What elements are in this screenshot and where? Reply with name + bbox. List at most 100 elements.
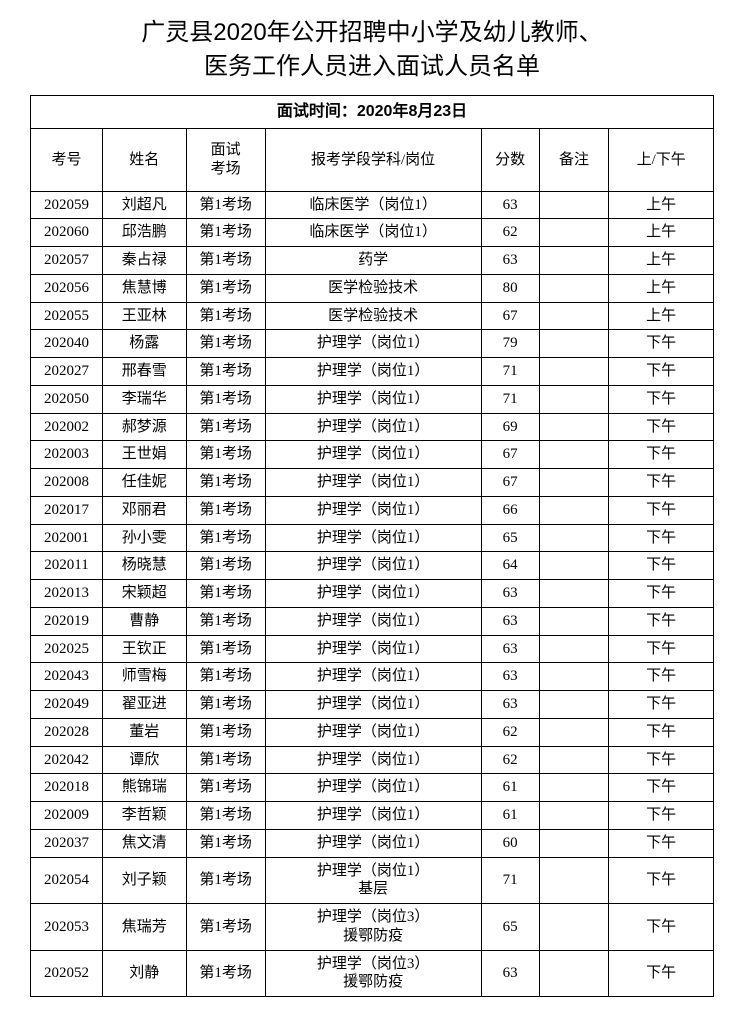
cell-room: 第1考场 (186, 413, 265, 441)
cell-name: 李哲颖 (103, 802, 187, 830)
cell-position: 护理学（岗位1） (265, 635, 481, 663)
cell-position: 护理学（岗位1） (265, 691, 481, 719)
cell-ampm: 下午 (609, 385, 714, 413)
table-row: 202002郝梦源第1考场护理学（岗位1）69下午 (31, 413, 714, 441)
cell-ampm: 下午 (609, 580, 714, 608)
cell-score: 63 (481, 663, 539, 691)
cell-id: 202019 (31, 607, 103, 635)
cell-score: 71 (481, 358, 539, 386)
cell-score: 67 (481, 469, 539, 497)
table-row: 202054刘子颖第1考场护理学（岗位1）基层71下午 (31, 857, 714, 904)
cell-note (539, 774, 609, 802)
interview-time-row: 面试时间：2020年8月23日 (31, 96, 714, 129)
cell-name: 邓丽君 (103, 496, 187, 524)
table-row: 202042谭欣第1考场护理学（岗位1）62下午 (31, 746, 714, 774)
table-row: 202060邱浩鹏第1考场临床医学（岗位1）62上午 (31, 219, 714, 247)
title-line-1: 广灵县2020年公开招聘中小学及幼儿教师、 (141, 19, 602, 46)
cell-id: 202025 (31, 635, 103, 663)
cell-position: 医学检验技术 (265, 302, 481, 330)
cell-id: 202049 (31, 691, 103, 719)
cell-room: 第1考场 (186, 469, 265, 497)
cell-id: 202054 (31, 857, 103, 904)
table-row: 202043师雪梅第1考场护理学（岗位1）63下午 (31, 663, 714, 691)
cell-note (539, 718, 609, 746)
cell-ampm: 下午 (609, 635, 714, 663)
table-row: 202018熊锦瑞第1考场护理学（岗位1）61下午 (31, 774, 714, 802)
cell-score: 65 (481, 524, 539, 552)
cell-name: 焦慧博 (103, 274, 187, 302)
cell-position: 护理学（岗位3）援鄂防疫 (265, 904, 481, 951)
cell-name: 邱浩鹏 (103, 219, 187, 247)
interview-table: 面试时间：2020年8月23日 考号 姓名 面试考场 报考学段学科/岗位 分数 … (30, 95, 714, 997)
cell-ampm: 下午 (609, 469, 714, 497)
cell-id: 202003 (31, 441, 103, 469)
table-body: 202059刘超凡第1考场临床医学（岗位1）63上午202060邱浩鹏第1考场临… (31, 191, 714, 997)
title-line-2: 医务工作人员进入面试人员名单 (204, 53, 540, 80)
cell-note (539, 385, 609, 413)
cell-note (539, 191, 609, 219)
cell-position: 护理学（岗位1） (265, 552, 481, 580)
cell-note (539, 950, 609, 997)
cell-position: 护理学（岗位1） (265, 774, 481, 802)
cell-score: 63 (481, 950, 539, 997)
cell-name: 刘静 (103, 950, 187, 997)
cell-room: 第1考场 (186, 524, 265, 552)
table-row: 202040杨露第1考场护理学（岗位1）79下午 (31, 330, 714, 358)
cell-note (539, 635, 609, 663)
cell-note (539, 247, 609, 275)
cell-note (539, 802, 609, 830)
cell-note (539, 663, 609, 691)
cell-id: 202037 (31, 829, 103, 857)
cell-position: 护理学（岗位1） (265, 718, 481, 746)
cell-note (539, 330, 609, 358)
cell-ampm: 下午 (609, 950, 714, 997)
cell-name: 刘子颖 (103, 857, 187, 904)
cell-position: 护理学（岗位1） (265, 524, 481, 552)
cell-id: 202050 (31, 385, 103, 413)
cell-name: 董岩 (103, 718, 187, 746)
cell-ampm: 下午 (609, 829, 714, 857)
cell-position: 护理学（岗位1） (265, 580, 481, 608)
cell-id: 202013 (31, 580, 103, 608)
cell-position: 护理学（岗位1） (265, 802, 481, 830)
cell-ampm: 下午 (609, 802, 714, 830)
cell-score: 62 (481, 219, 539, 247)
cell-name: 王亚林 (103, 302, 187, 330)
cell-ampm: 上午 (609, 247, 714, 275)
cell-id: 202053 (31, 904, 103, 951)
cell-room: 第1考场 (186, 580, 265, 608)
cell-name: 郝梦源 (103, 413, 187, 441)
cell-position: 护理学（岗位1） (265, 358, 481, 386)
cell-position: 护理学（岗位1） (265, 496, 481, 524)
cell-note (539, 413, 609, 441)
cell-room: 第1考场 (186, 950, 265, 997)
cell-room: 第1考场 (186, 441, 265, 469)
cell-id: 202052 (31, 950, 103, 997)
cell-position: 护理学（岗位1） (265, 441, 481, 469)
cell-position: 护理学（岗位1） (265, 385, 481, 413)
cell-ampm: 下午 (609, 524, 714, 552)
col-header-id: 考号 (31, 129, 103, 192)
cell-room: 第1考场 (186, 829, 265, 857)
cell-note (539, 358, 609, 386)
cell-score: 80 (481, 274, 539, 302)
cell-id: 202028 (31, 718, 103, 746)
page-title: 广灵县2020年公开招聘中小学及幼儿教师、 医务工作人员进入面试人员名单 (30, 16, 714, 83)
table-row: 202057秦占禄第1考场药学63上午 (31, 247, 714, 275)
cell-room: 第1考场 (186, 496, 265, 524)
cell-id: 202011 (31, 552, 103, 580)
cell-score: 71 (481, 857, 539, 904)
cell-ampm: 下午 (609, 607, 714, 635)
cell-ampm: 上午 (609, 302, 714, 330)
table-row: 202001孙小雯第1考场护理学（岗位1）65下午 (31, 524, 714, 552)
cell-id: 202017 (31, 496, 103, 524)
table-row: 202009李哲颖第1考场护理学（岗位1）61下午 (31, 802, 714, 830)
cell-id: 202018 (31, 774, 103, 802)
table-row: 202049翟亚进第1考场护理学（岗位1）63下午 (31, 691, 714, 719)
cell-id: 202056 (31, 274, 103, 302)
cell-score: 71 (481, 385, 539, 413)
cell-name: 杨晓慧 (103, 552, 187, 580)
col-header-position: 报考学段学科/岗位 (265, 129, 481, 192)
cell-score: 65 (481, 904, 539, 951)
cell-note (539, 302, 609, 330)
